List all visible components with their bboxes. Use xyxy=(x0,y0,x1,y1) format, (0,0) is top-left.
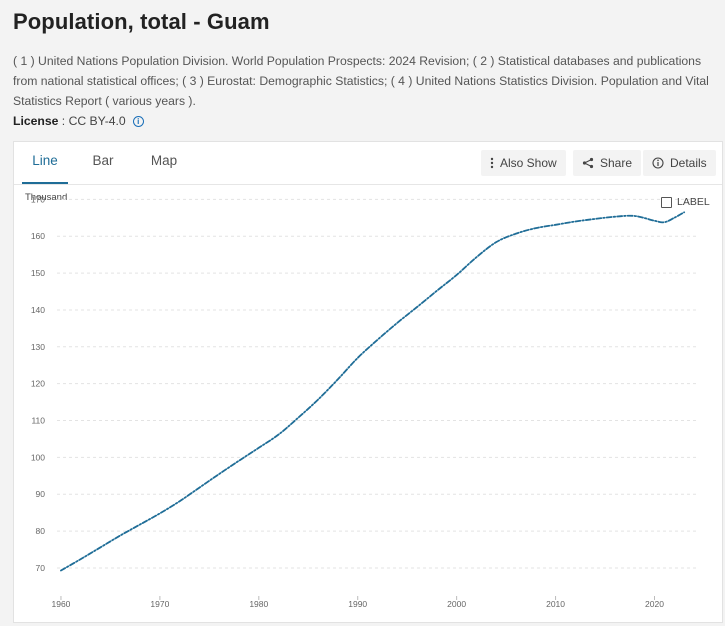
license-separator: : xyxy=(58,114,69,128)
data-point[interactable] xyxy=(78,556,84,562)
x-tick-label: 1990 xyxy=(348,599,367,609)
share-button[interactable]: Share xyxy=(573,150,642,176)
data-point[interactable] xyxy=(572,218,578,224)
tab-line[interactable]: Line xyxy=(22,142,68,184)
data-point[interactable] xyxy=(117,533,123,539)
data-point[interactable] xyxy=(196,485,202,491)
data-point[interactable] xyxy=(671,215,677,221)
x-tick-label: 2010 xyxy=(546,599,565,609)
chart-area: Thousand 70 80 90 100 110 120 130 140 150 160 170 19… xyxy=(14,185,722,621)
data-point[interactable] xyxy=(651,218,657,224)
data-point[interactable] xyxy=(98,544,104,550)
data-point[interactable] xyxy=(533,225,539,231)
data-point[interactable] xyxy=(434,288,440,294)
data-point[interactable] xyxy=(553,222,559,228)
data-point[interactable] xyxy=(335,376,341,382)
label-toggle[interactable]: LABEL xyxy=(661,196,710,208)
y-tick-label: 70 xyxy=(36,563,46,573)
license-value: CC BY-4.0 xyxy=(68,114,126,128)
y-tick-label: 130 xyxy=(31,342,45,352)
data-point[interactable] xyxy=(394,320,400,326)
data-point[interactable] xyxy=(295,415,301,421)
data-point[interactable] xyxy=(612,214,618,220)
info-circle-icon xyxy=(652,157,664,169)
share-label: Share xyxy=(600,156,633,170)
data-point[interactable] xyxy=(414,304,420,310)
data-point[interactable] xyxy=(236,458,242,464)
data-point[interactable] xyxy=(454,272,460,278)
data-point[interactable] xyxy=(355,355,361,361)
page-title: Population, total - Guam xyxy=(13,9,270,34)
data-point[interactable] xyxy=(592,216,598,222)
y-tick-label: 110 xyxy=(31,416,45,426)
data-point[interactable] xyxy=(58,568,64,574)
share-icon xyxy=(582,157,594,169)
data-point[interactable] xyxy=(473,254,479,260)
data-point[interactable] xyxy=(681,209,687,215)
license-label: License xyxy=(13,114,59,128)
series-line xyxy=(60,211,686,572)
x-tick-label: 1960 xyxy=(51,599,70,609)
y-tick-label: 100 xyxy=(31,452,45,462)
also-show-label: Also Show xyxy=(500,156,557,170)
data-point[interactable] xyxy=(216,471,222,477)
x-tick-label: 1980 xyxy=(249,599,268,609)
label-toggle-text: LABEL xyxy=(677,196,710,208)
data-point[interactable] xyxy=(375,337,381,343)
data-point[interactable] xyxy=(661,219,667,225)
y-unit-label: Thousand xyxy=(25,192,67,203)
label-checkbox[interactable] xyxy=(661,196,672,208)
data-point[interactable] xyxy=(315,397,321,403)
x-tick-label: 1970 xyxy=(150,599,169,609)
line-chart: Thousand 70 80 90 100 110 120 130 140 150 160 170 19… xyxy=(25,192,699,609)
y-tick-label: 140 xyxy=(31,305,45,315)
x-tick-label: 2020 xyxy=(645,599,664,609)
data-point[interactable] xyxy=(256,445,262,451)
y-tick-label: 170 xyxy=(31,194,45,204)
details-button[interactable]: Details xyxy=(643,150,716,176)
data-point[interactable] xyxy=(632,213,638,219)
info-icon[interactable]: i xyxy=(132,115,144,127)
tab-bar[interactable]: Bar xyxy=(92,153,114,168)
license-row: License : CC BY-4.0 i xyxy=(13,114,144,128)
data-point[interactable] xyxy=(276,432,282,438)
data-point[interactable] xyxy=(157,510,163,516)
y-tick-label: 80 xyxy=(36,526,46,536)
data-point[interactable] xyxy=(137,521,143,527)
data-point[interactable] xyxy=(177,498,183,504)
source-note: ( 1 ) United Nations Population Division… xyxy=(13,54,709,108)
data-point[interactable] xyxy=(513,231,519,237)
y-tick-label: 120 xyxy=(31,379,45,389)
chart-card: Line Bar Map Also Show Share Details Tho… xyxy=(13,141,723,623)
also-show-button[interactable]: Also Show xyxy=(481,150,566,176)
chart-tabbar: Line Bar Map Also Show Share Details xyxy=(14,142,722,185)
data-point[interactable] xyxy=(493,239,499,245)
tab-map[interactable]: Map xyxy=(150,153,178,168)
details-label: Details xyxy=(670,156,707,170)
y-tick-label: 160 xyxy=(31,231,45,241)
y-tick-label: 90 xyxy=(36,489,46,499)
y-tick-label: 150 xyxy=(31,268,45,278)
more-vertical-icon xyxy=(490,157,494,169)
x-tick-label: 2000 xyxy=(447,599,466,609)
